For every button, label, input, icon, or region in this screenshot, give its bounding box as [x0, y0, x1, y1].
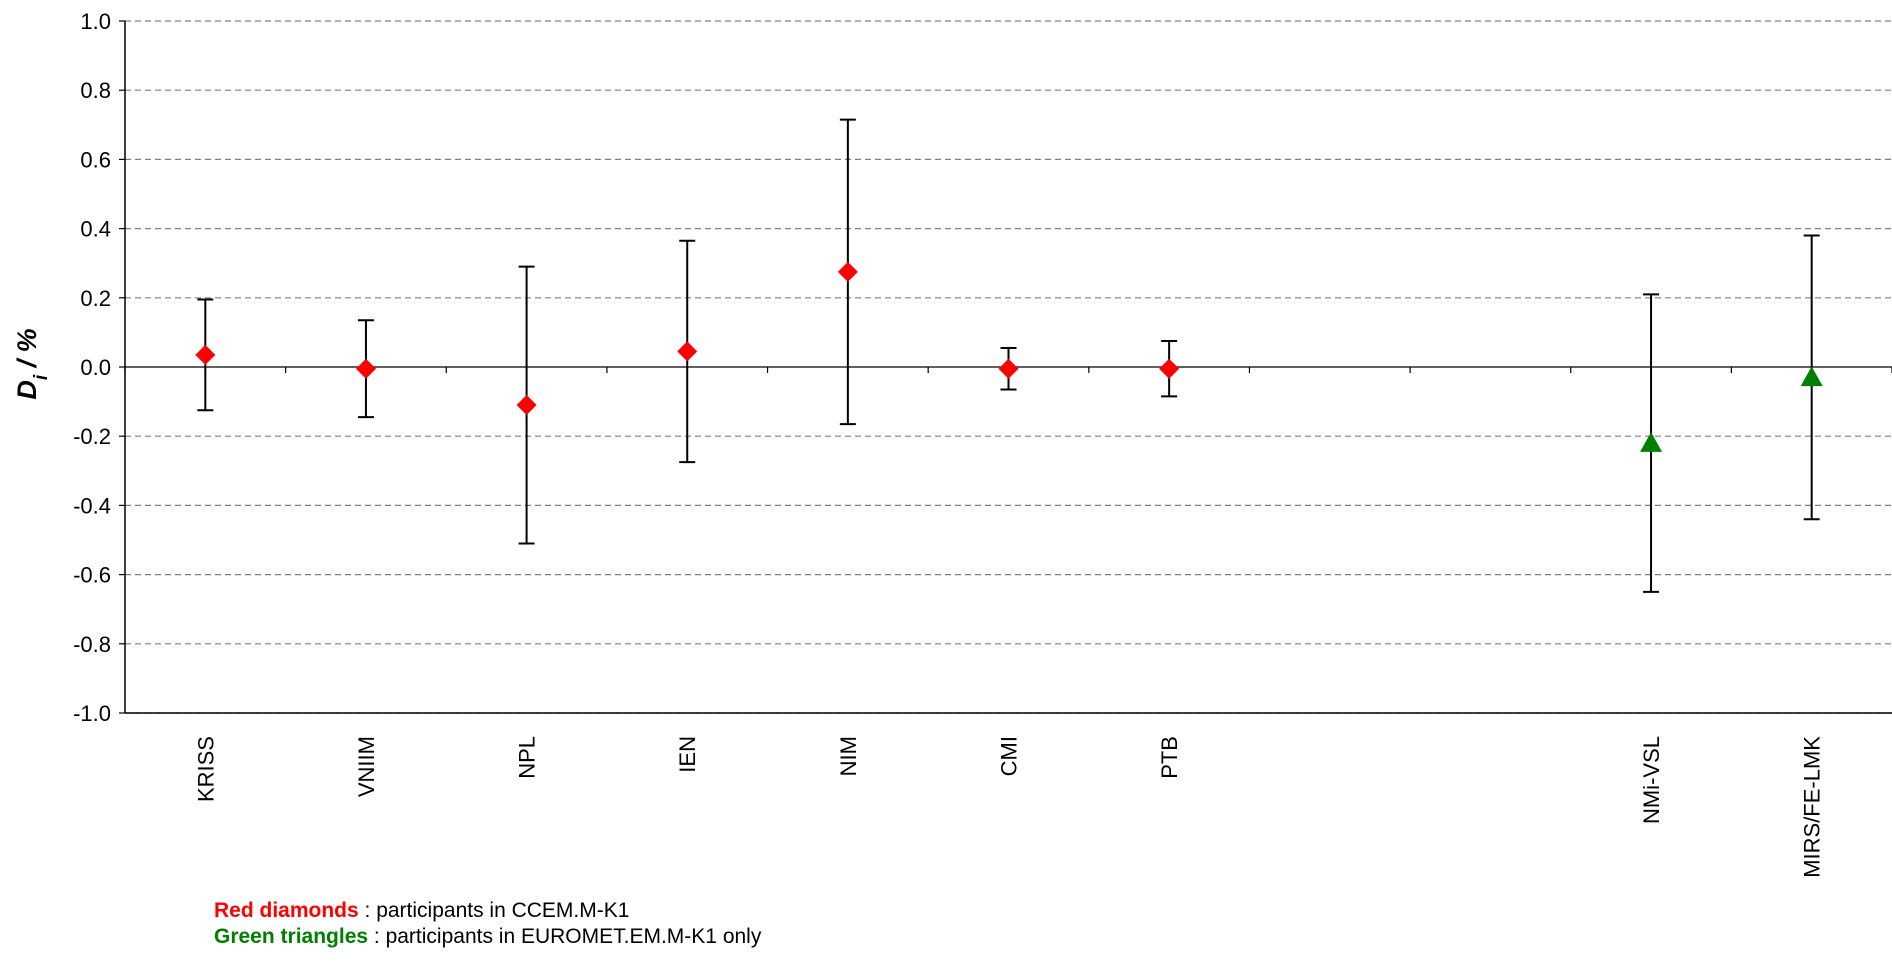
legend-green-label: Green triangles	[214, 925, 369, 948]
y-tick-labels: -1.0 -0.8 -0.6 -0.4 -0.2 0.0 0.2 0.4 0.6 0.8 1.0	[73, 9, 111, 726]
x-tick-label: IEN	[675, 736, 700, 773]
diamond-point	[516, 395, 537, 416]
diamond-point	[677, 341, 698, 362]
legend-red-entry: Red diamonds : participants in CCEM.M-K1	[214, 898, 761, 924]
x-tick-label: VNIIM	[354, 736, 379, 797]
y-tick-label: 0.4	[80, 217, 111, 242]
y-axis-label: Di / %	[12, 328, 52, 399]
x-tick-label: MIRS/FE-LMK	[1800, 736, 1825, 878]
triangle-point	[1800, 366, 1823, 387]
y-tick-label: 0.8	[80, 78, 111, 103]
legend-red-text: : participants in CCEM.M-K1	[358, 899, 630, 922]
y-tick-label: 1.0	[80, 9, 111, 34]
x-tick-label: NPL	[515, 736, 540, 779]
diamond-point	[195, 344, 216, 365]
y-tick-label: -0.4	[73, 493, 111, 518]
gridlines	[125, 20, 1892, 714]
y-tick-label: -1.0	[73, 701, 111, 726]
diamond-point	[998, 358, 1019, 379]
diamond-point	[1159, 358, 1180, 379]
y-tick-label: -0.2	[73, 424, 111, 449]
y-tick-label: 0.2	[80, 286, 111, 311]
diamond-point	[837, 261, 858, 282]
legend-green-entry: Green triangles : participants in EUROME…	[214, 924, 761, 950]
y-tick-label: -0.6	[73, 563, 111, 588]
x-tick-label: CMI	[997, 736, 1022, 776]
y-tick-label: 0.0	[80, 355, 111, 380]
triangle-point	[1640, 432, 1663, 452]
x-tick-labels: KRISS VNIIM NPL IEN NIM CMI PTB NMi-VSL MIRS/FE-…	[193, 736, 1824, 878]
diamond-point	[355, 358, 376, 379]
x-tick-label: PTB	[1157, 736, 1182, 779]
y-tick-label: 0.6	[80, 147, 111, 172]
legend: Red diamonds : participants in CCEM.M-K1…	[214, 898, 761, 950]
y-tick-label: -0.8	[73, 632, 111, 657]
x-tick-label: NIM	[836, 736, 861, 776]
legend-red-label: Red diamonds	[214, 899, 359, 922]
data-marks	[195, 118, 1823, 593]
x-tick-label: NMi-VSL	[1639, 736, 1664, 824]
x-tick-label: KRISS	[193, 736, 218, 802]
legend-green-text: : participants in EUROMET.EM.M-K1 only	[368, 925, 762, 948]
